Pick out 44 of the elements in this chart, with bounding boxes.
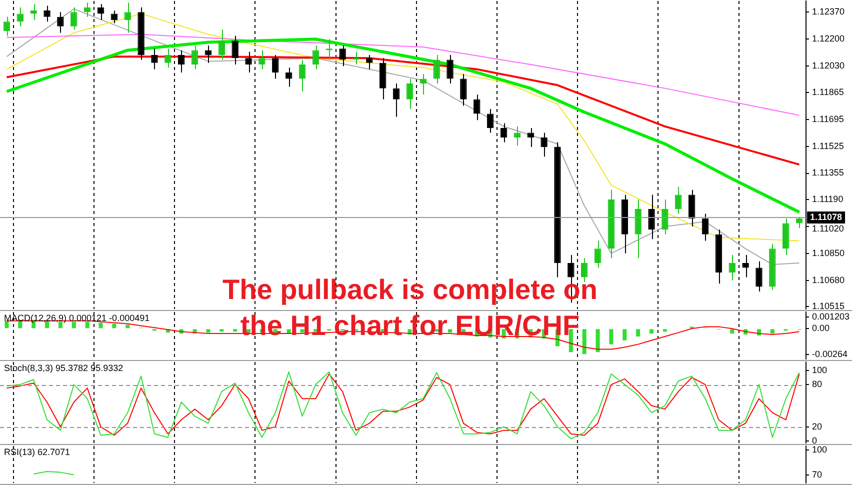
y-tick-label: 100 — [812, 364, 828, 375]
bar — [596, 329, 600, 352]
bar — [58, 322, 62, 328]
y-tick-label: 80 — [812, 379, 822, 390]
bar — [582, 329, 586, 354]
y-tick-label: 1.10680 — [812, 274, 845, 285]
y-tick-label: 0.00 — [812, 323, 830, 334]
bar — [85, 322, 90, 328]
bar — [206, 329, 210, 333]
annotation: MACD(12,26,9) 0.000121 -0.000491 — [4, 312, 150, 323]
y-tick-label: 1.10515 — [812, 301, 845, 312]
y-tick-label: 1.12370 — [812, 6, 845, 17]
y-tick-label: 1.11525 — [812, 140, 844, 151]
y-tick-label: 70 — [812, 469, 822, 480]
y-tick-label: 0 — [812, 435, 818, 446]
y-tick-label: 1.11355 — [812, 168, 844, 178]
y-tick-label: 1.11865 — [812, 86, 844, 97]
y-tick-label: 1.11020 — [812, 224, 844, 234]
y-tick-label: 1.11695 — [812, 114, 844, 124]
bar — [609, 329, 614, 344]
bar — [770, 329, 774, 334]
y-tick-label: 100 — [812, 444, 828, 455]
annotation: RSI(13) 62.7071 — [4, 446, 70, 457]
bar — [650, 329, 654, 334]
ref-line-label: 1.11078 — [810, 212, 842, 222]
y-tick-label: 1.12030 — [812, 60, 845, 71]
y-tick-label: 1.11190 — [812, 194, 844, 204]
annotation: Stoch(8,3,3) 95.3782 95.9332 — [4, 362, 124, 373]
bar — [112, 324, 116, 328]
bar — [220, 329, 224, 332]
y-tick-label: 0.001203 — [812, 311, 850, 322]
bar — [636, 329, 640, 336]
bar — [126, 324, 130, 328]
bar — [448, 329, 452, 333]
y-tick-label: 20 — [812, 421, 822, 432]
bar — [72, 322, 76, 328]
bar — [233, 329, 238, 332]
y-tick-label: -0.00264 — [812, 348, 848, 359]
bar — [98, 322, 103, 328]
bar — [662, 329, 667, 332]
bar — [730, 329, 734, 334]
y-tick-label: 1.12200 — [812, 34, 845, 44]
bar — [622, 329, 627, 340]
y-tick-label: 1.10850 — [812, 248, 845, 258]
